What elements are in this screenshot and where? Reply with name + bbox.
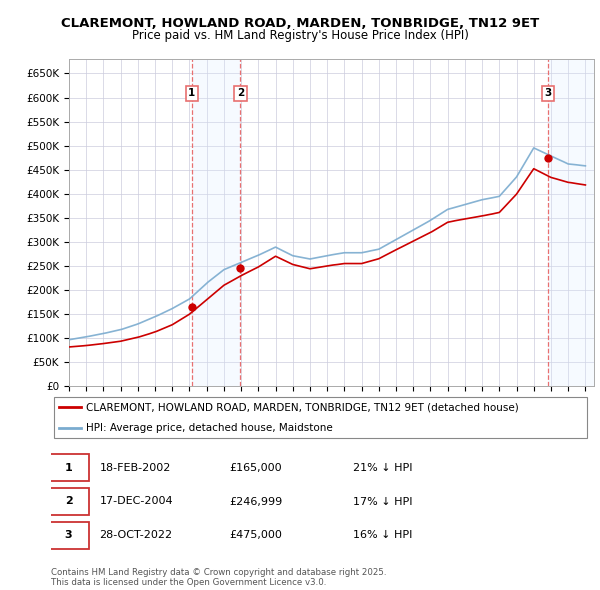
Text: 1: 1 (188, 88, 196, 99)
Text: 2: 2 (237, 88, 244, 99)
Text: 3: 3 (544, 88, 551, 99)
Text: CLAREMONT, HOWLAND ROAD, MARDEN, TONBRIDGE, TN12 9ET: CLAREMONT, HOWLAND ROAD, MARDEN, TONBRID… (61, 17, 539, 30)
Text: 28-OCT-2022: 28-OCT-2022 (100, 530, 173, 540)
Text: 21% ↓ HPI: 21% ↓ HPI (353, 463, 413, 473)
Text: Contains HM Land Registry data © Crown copyright and database right 2025.
This d: Contains HM Land Registry data © Crown c… (51, 568, 386, 587)
FancyBboxPatch shape (54, 397, 587, 438)
FancyBboxPatch shape (49, 488, 89, 515)
FancyBboxPatch shape (49, 454, 89, 481)
Text: 3: 3 (65, 530, 73, 540)
Text: £246,999: £246,999 (229, 497, 283, 506)
Text: £165,000: £165,000 (229, 463, 282, 473)
Text: 17% ↓ HPI: 17% ↓ HPI (353, 497, 413, 506)
FancyBboxPatch shape (49, 522, 89, 549)
Text: Price paid vs. HM Land Registry's House Price Index (HPI): Price paid vs. HM Land Registry's House … (131, 29, 469, 42)
Bar (192, 59, 241, 386)
Text: 17-DEC-2004: 17-DEC-2004 (100, 497, 173, 506)
Text: CLAREMONT, HOWLAND ROAD, MARDEN, TONBRIDGE, TN12 9ET (detached house): CLAREMONT, HOWLAND ROAD, MARDEN, TONBRID… (86, 402, 519, 412)
Text: £475,000: £475,000 (229, 530, 282, 540)
Bar (548, 59, 594, 386)
Text: 2: 2 (65, 497, 73, 506)
Text: HPI: Average price, detached house, Maidstone: HPI: Average price, detached house, Maid… (86, 422, 333, 432)
Text: 16% ↓ HPI: 16% ↓ HPI (353, 530, 413, 540)
Text: 18-FEB-2002: 18-FEB-2002 (100, 463, 171, 473)
Text: 1: 1 (65, 463, 73, 473)
